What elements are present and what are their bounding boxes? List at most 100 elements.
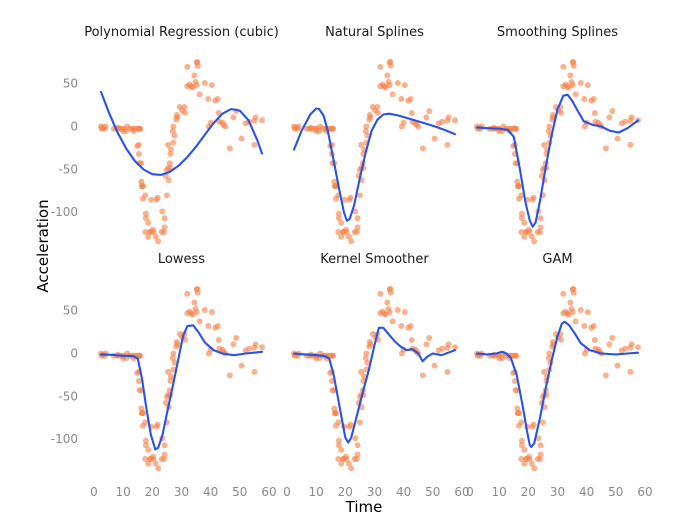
y-tick-label: -50 (58, 389, 78, 403)
x-tick-label: 0 (283, 485, 291, 499)
scatter-point (215, 337, 222, 343)
scatter-point (194, 289, 201, 296)
scatter-point (335, 437, 342, 444)
scatter-point (602, 145, 609, 152)
scatter-point (343, 229, 350, 235)
scatter-point (184, 63, 191, 70)
scatter-point (627, 141, 634, 148)
scatter-point (168, 146, 174, 153)
scatter-point (169, 128, 176, 135)
scatter-point (148, 196, 155, 203)
scatter-point (569, 82, 576, 89)
scatter-point (528, 233, 535, 240)
scatter-point (361, 373, 367, 380)
scatter-point (628, 341, 635, 348)
scatter-point (193, 309, 200, 316)
panel-title: Lowess (158, 252, 205, 267)
scatter-point (145, 219, 152, 226)
scatter-point (251, 368, 258, 375)
scatter-point (531, 238, 538, 245)
scatter-point (384, 299, 391, 306)
x-tick-label: 30 (367, 485, 382, 499)
scatter-point (521, 446, 528, 453)
scatter-point (137, 352, 144, 359)
scatter-point (445, 114, 452, 121)
y-tick-label: -100 (51, 432, 78, 446)
scatter-point (539, 419, 546, 426)
x-tick-label: 50 (608, 485, 623, 499)
scatter-point (419, 372, 426, 379)
scatter-point (135, 141, 142, 148)
scatter-point (387, 289, 394, 296)
scatter-point (335, 419, 342, 426)
scatter-point (570, 62, 577, 69)
scatter-point (526, 456, 533, 462)
scatter-point (590, 323, 597, 329)
x-tick-label: 10 (492, 485, 507, 499)
scatter-point (518, 229, 525, 235)
scatter-point (445, 341, 452, 348)
scatter-point (452, 117, 458, 124)
scatter-point (338, 219, 345, 226)
scatter-point (194, 62, 201, 69)
scatter-point (251, 141, 258, 148)
scatter-point (394, 307, 401, 313)
y-tick-label: 50 (63, 304, 78, 318)
scatter-point (354, 442, 361, 449)
scatter-point (518, 419, 525, 426)
panel-title: Natural Splines (325, 25, 424, 40)
scatter-point (439, 345, 446, 352)
scatter-point (170, 350, 177, 357)
scatter-point (362, 128, 369, 135)
x-tick-label: 0 (90, 485, 98, 499)
x-tick-label: 10 (309, 485, 324, 499)
scatter-point (145, 233, 152, 240)
scatter-point (208, 82, 215, 89)
scatter-point (516, 183, 522, 190)
scatter-point (140, 410, 146, 417)
scatter-point (526, 229, 533, 235)
scatter-point (541, 141, 548, 148)
scatter-point (407, 323, 414, 329)
scatter-point (408, 110, 415, 116)
scatter-point (518, 456, 525, 462)
scatter-point (407, 96, 414, 102)
scatter-point (182, 109, 188, 116)
scatter-point (142, 229, 149, 235)
scatter-point (171, 132, 178, 139)
x-tick-label: 60 (637, 485, 652, 499)
scatter-point (230, 114, 237, 121)
scatter-point (622, 345, 629, 352)
scatter-point (142, 210, 149, 217)
scatter-point (138, 178, 145, 185)
scatter-point (377, 290, 384, 297)
scatter-point (142, 437, 149, 444)
scatter-point (606, 341, 613, 348)
scatter-point (171, 359, 178, 366)
scatter-point (165, 141, 172, 148)
scatter-point (233, 335, 240, 341)
scatter-point (170, 139, 177, 146)
scatter-point (521, 233, 528, 240)
scatter-point (348, 238, 355, 245)
scatter-point (354, 215, 361, 222)
scatter-point (161, 456, 167, 462)
scatter-point (214, 323, 221, 329)
x-tick-label: 20 (145, 485, 160, 499)
scatter-point (166, 160, 173, 167)
panel-3: Smoothing Splines (474, 25, 641, 245)
scatter-point (142, 442, 149, 449)
scatter-point (546, 123, 553, 130)
scatter-point (419, 145, 426, 152)
scatter-point (358, 368, 365, 375)
scatter-point (165, 368, 172, 375)
scatter-point (431, 135, 438, 142)
scatter-point (191, 299, 198, 306)
scatter-point (377, 63, 384, 70)
scatter-points (474, 285, 641, 472)
scatter-point (518, 437, 525, 444)
scatter-point (170, 123, 177, 130)
scatter-point (537, 215, 544, 222)
scatter-point (614, 362, 621, 369)
scatter-points (291, 58, 458, 245)
